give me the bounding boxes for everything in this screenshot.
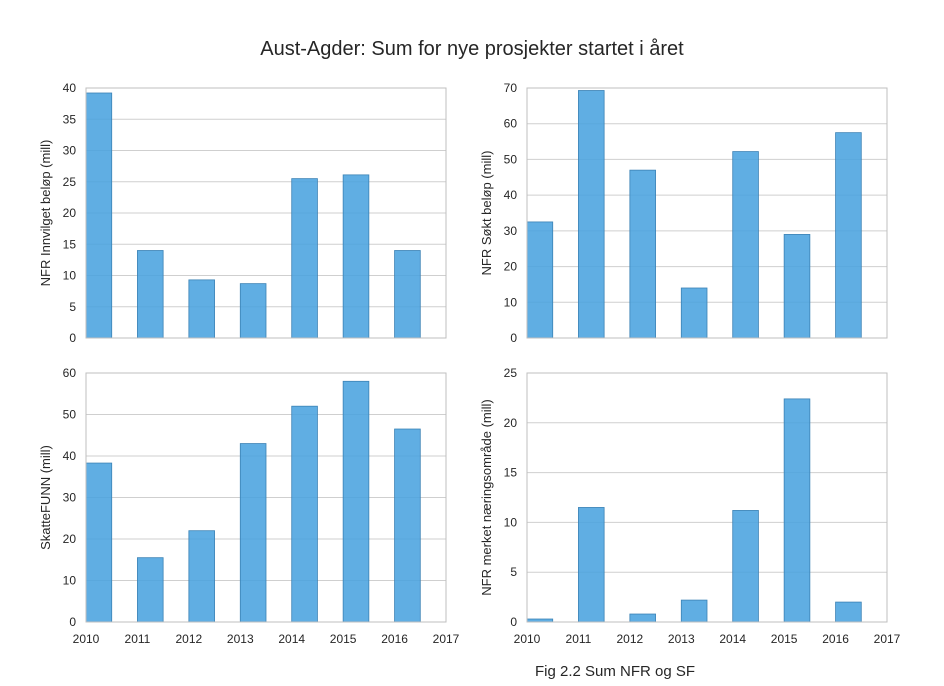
y-tick-label: 20 [504,416,518,430]
x-tick-label: 2017 [433,632,460,646]
axes-frame [526,372,888,623]
x-tick-label: 2015 [330,632,357,646]
axes-frame [85,372,447,623]
y-tick-label: 20 [504,260,518,274]
bar-2013 [680,287,708,339]
x-tick-label: 2011 [125,632,151,646]
subplot-top-left: 0 5 10 15 20 25 30 35 40 NFR Innvilget beløp (mil… [38,81,447,345]
y-axis-label: NFR Innvilget beløp (mill) [38,140,53,287]
bar-2012 [188,530,215,623]
x-tick-label: 2012 [176,632,203,646]
bar-2016 [394,428,421,623]
y-axis-label: NFR merket næringsområde (mill) [479,399,494,595]
y-tick-label: 25 [504,366,518,380]
bar-2014 [291,178,318,339]
x-tick-label: 2015 [771,632,798,646]
bar-2012 [629,169,656,339]
y-tick-label: 20 [63,532,77,546]
y-tick-label: 10 [63,269,77,283]
bar-2015 [342,380,370,623]
x-tick-label: 2014 [278,632,305,646]
y-tick-label: 50 [504,152,518,166]
subplot-grid: 0 5 10 15 20 25 30 35 40 NFR Innvilget beløp (mil… [38,81,901,646]
bar-2015 [783,234,811,339]
bar-2014 [732,151,759,339]
x-tick-label: 2016 [822,632,849,646]
y-axis-label: NFR Søkt beløp (mill) [479,151,494,276]
y-tick-label: 0 [69,615,76,629]
y-tick-label: 15 [504,466,518,480]
bar-2015 [783,398,811,623]
bar-2013 [239,283,267,339]
axes-frame [526,87,888,339]
bar-2016 [394,250,421,339]
figure-caption: Fig 2.2 Sum NFR og SF [535,663,695,680]
subplot-top-right: 0 10 20 30 40 50 60 70 NFR Søkt beløp (mill) [479,81,888,345]
bar-2011 [578,507,605,623]
axes-frame [85,87,447,339]
y-tick-label: 70 [504,81,518,95]
y-tick-label: 30 [63,491,77,505]
x-tick-label: 2011 [566,632,592,646]
y-tick-label: 5 [510,565,517,579]
y-tick-label: 60 [63,366,77,380]
bar-2011 [137,557,164,623]
y-tick-label: 30 [504,224,518,238]
y-tick-label: 0 [510,331,517,345]
y-tick-label: 20 [63,206,77,220]
y-tick-label: 5 [69,300,76,314]
y-tick-label: 0 [510,615,517,629]
x-tick-label: 2016 [381,632,408,646]
bar-2016 [835,132,862,339]
y-tick-label: 0 [69,331,76,345]
y-tick-label: 15 [63,237,77,251]
bar-2012 [629,613,656,623]
bar-2010 [526,221,554,339]
y-tick-label: 25 [63,175,77,189]
bar-2015 [342,174,370,339]
y-tick-label: 40 [63,449,77,463]
bar-2012 [188,279,215,339]
y-tick-label: 50 [63,408,77,422]
bar-2016 [835,601,862,623]
y-tick-label: 10 [63,574,77,588]
bar-2011 [137,250,164,339]
y-tick-label: 10 [504,295,518,309]
subplot-bottom-left: 0 10 20 30 40 50 60 2010 2011 2012 2013 2014 2015 201… [38,366,460,646]
x-tick-label: 2010 [514,632,541,646]
x-tick-label: 2014 [719,632,746,646]
y-tick-label: 60 [504,117,518,131]
bar-2010 [85,92,113,339]
x-tick-label: 2017 [874,632,901,646]
y-tick-label: 40 [504,188,518,202]
y-tick-label: 40 [63,81,77,95]
x-tick-label: 2010 [73,632,100,646]
bar-2011 [578,90,605,339]
y-tick-label: 10 [504,515,518,529]
bar-2014 [291,405,318,623]
bar-2014 [732,510,759,623]
subplot-bottom-right: 0 5 10 15 20 25 2010 2011 2012 2013 2014 2015 2016 20… [479,366,901,646]
bar-2010 [85,462,113,623]
y-tick-label: 35 [63,112,77,126]
bar-2013 [239,443,267,623]
x-tick-label: 2012 [617,632,644,646]
y-axis-label: SkatteFUNN (mill) [38,445,53,550]
x-tick-label: 2013 [668,632,695,646]
figure-title: Aust-Agder: Sum for nye prosjekter start… [260,38,684,60]
x-tick-label: 2013 [227,632,254,646]
bar-2013 [680,599,708,623]
y-tick-label: 30 [63,144,77,158]
